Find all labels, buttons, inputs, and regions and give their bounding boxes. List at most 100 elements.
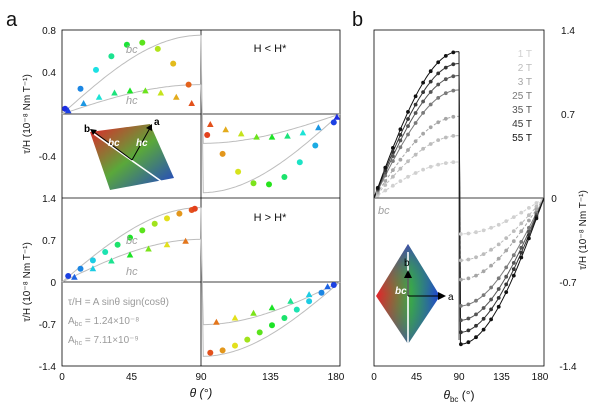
data-point-hc [231, 314, 239, 321]
panel-b: 1.4 0.7 0 -0.7 -1.4 0 45 90 135 180 τ/H … [371, 26, 589, 404]
b-data-point [413, 171, 418, 175]
data-point-hc [126, 251, 134, 258]
a-inset-arrow-b [93, 131, 133, 161]
data-point-bc [93, 66, 99, 73]
b-data-point [391, 183, 395, 188]
b-data-point [451, 50, 456, 55]
fit-curve-bc [61, 207, 201, 283]
data-point-bc [219, 150, 226, 157]
data-point-hc [222, 126, 229, 133]
a-bottom-ytick-label: 0.7 [42, 236, 56, 247]
b-data-point [489, 225, 493, 230]
b-data-point [511, 229, 516, 234]
panel-a-bottom-curves [61, 207, 341, 357]
a-bottom-condition: H > H* [254, 212, 287, 224]
data-point-hc [173, 93, 180, 100]
b-data-point [421, 146, 425, 151]
b-data-point [428, 69, 433, 74]
b-xtick-label: 90 [453, 372, 465, 383]
b-data-point [474, 323, 478, 328]
b-data-point [489, 317, 493, 322]
b-data-point [421, 167, 425, 172]
b-data-point [406, 124, 410, 128]
b-data-point [459, 342, 463, 347]
fit-curve-hc [61, 238, 202, 283]
b-data-point [519, 210, 524, 215]
a-Abc-value: = 1.24×10⁻⁸ [82, 316, 139, 327]
b-data-point [496, 287, 501, 291]
b-data-point [443, 65, 448, 70]
data-point-hc [305, 291, 313, 298]
data-point-bc [170, 60, 177, 67]
b-data-point [443, 91, 448, 96]
b-data-point [519, 250, 524, 255]
b-data-point [459, 258, 463, 263]
b-data-point [519, 255, 524, 260]
b-data-point [451, 62, 456, 67]
data-point-hc [157, 89, 165, 96]
b-xlabel-main: θ [443, 388, 450, 402]
data-point-hc [333, 113, 341, 120]
data-point-bc [65, 273, 72, 279]
data-point-hc [108, 257, 115, 264]
data-point-bc [330, 119, 337, 126]
b-data-point [481, 228, 486, 233]
b-data-point [511, 253, 516, 258]
a-xtick-label: 45 [126, 372, 138, 383]
data-point-hc [237, 130, 245, 137]
fit-curve-hc [200, 84, 341, 144]
b-data-point [428, 102, 433, 107]
b-data-point [527, 225, 531, 230]
b-data-point [451, 114, 456, 119]
b-data-point [481, 316, 486, 321]
a-bottom-ytick-label: -1.4 [39, 362, 57, 373]
b-data-point [413, 94, 418, 99]
a-inset-arrowhead-a [146, 124, 152, 131]
b-ytick-label: 0 [551, 194, 557, 205]
data-point-hc [287, 297, 294, 304]
b-data-point [428, 90, 433, 94]
a-xtick-label: 0 [59, 372, 65, 383]
a-Abc-line: Abc = 1.24×10⁻⁸ [68, 316, 139, 328]
data-point-bc [191, 205, 198, 212]
data-point-hc [182, 237, 189, 244]
b-ytick-label: 1.4 [561, 26, 575, 37]
data-point-hc [250, 309, 257, 316]
data-point-hc [207, 121, 214, 127]
b-data-point [406, 159, 410, 164]
data-point-bc [281, 174, 288, 180]
b-data-point [527, 213, 531, 218]
b-data-point [489, 307, 493, 312]
b-data-point [474, 298, 478, 303]
b-data-point [428, 142, 433, 146]
b-data-point [504, 274, 509, 279]
data-point-hc [299, 129, 307, 136]
b-data-point [489, 285, 493, 290]
b-data-point [436, 82, 441, 87]
a-Abc-prefix: A [68, 316, 75, 327]
data-point-bc [164, 215, 170, 222]
b-data-point [474, 335, 478, 340]
b-data-point [451, 134, 456, 138]
b-data-point [398, 157, 403, 162]
b-inset-crystal: b a bc [376, 244, 454, 344]
b-data-point [451, 74, 456, 79]
b-data-point [496, 304, 501, 309]
b-data-point [459, 277, 463, 282]
a-bottom-ytick-label: 0 [50, 278, 56, 289]
b-data-point [459, 304, 463, 308]
data-point-bc [269, 322, 275, 329]
b-xtick-label: 0 [371, 372, 377, 383]
a-Ahc-sub: hc [75, 340, 83, 347]
b-legend-entry: 35 T [512, 105, 532, 116]
b-data-point [443, 54, 448, 58]
a-top-ytick-label: 1.4 [42, 194, 56, 205]
b-data-point [519, 221, 524, 226]
b-xlabel-unit: (°) [458, 388, 474, 402]
b-data-point [474, 255, 478, 260]
data-point-hc [315, 124, 322, 131]
a-top-ytick-label: 0.8 [42, 26, 56, 37]
b-xlabel: θbc (°) [443, 388, 474, 404]
a-bottom-hc-label: hc [126, 266, 138, 278]
